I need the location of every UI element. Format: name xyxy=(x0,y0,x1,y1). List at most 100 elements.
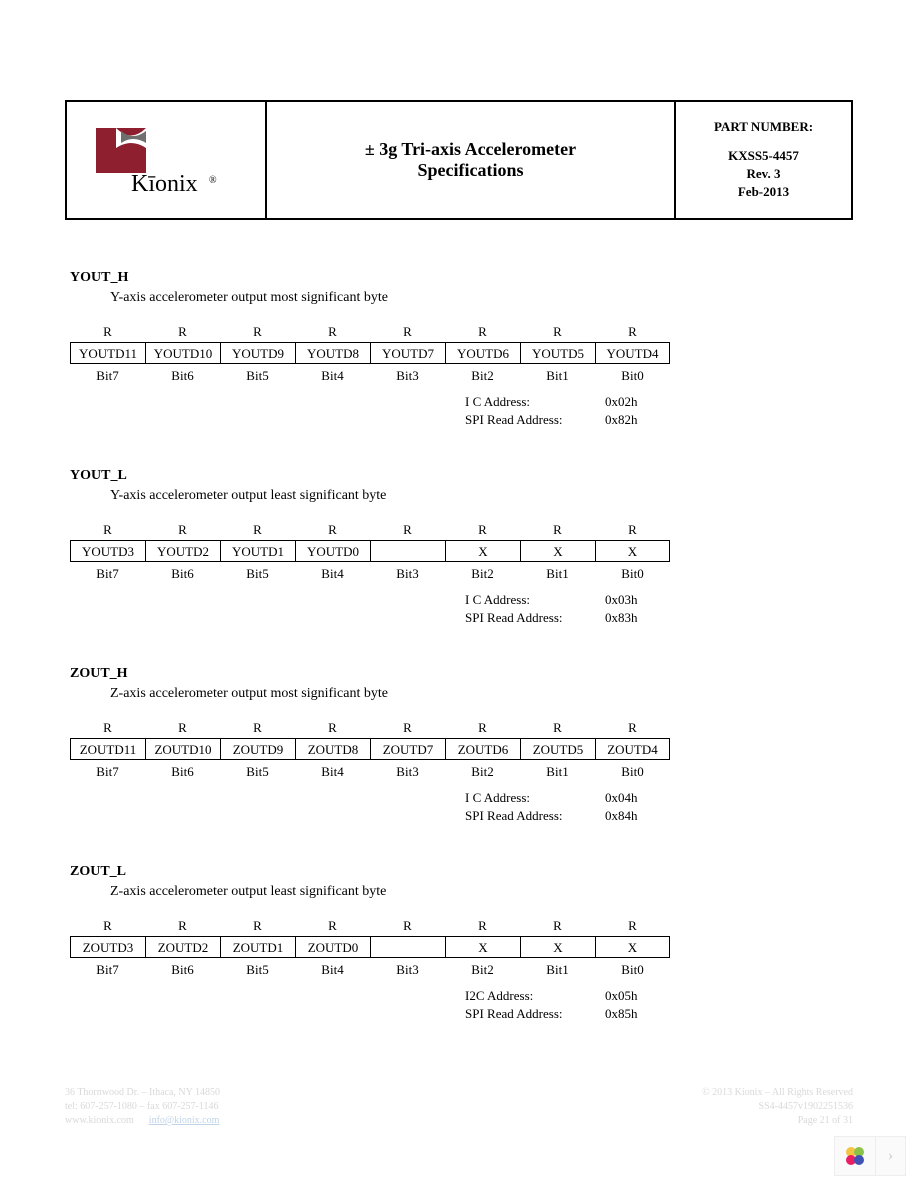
bit-name: YOUTD7 xyxy=(370,342,445,364)
svg-text:Kīonix: Kīonix xyxy=(131,171,198,197)
bit-name: X xyxy=(520,540,595,562)
register-desc: Y-axis accelerometer output most signifi… xyxy=(110,290,853,306)
register-desc: Z-axis accelerometer output most signifi… xyxy=(110,686,853,702)
footer-email-link[interactable]: info@kionix.com xyxy=(149,1115,220,1126)
bit-rw: R xyxy=(370,720,445,738)
footer-addr: 36 Thornwood Dr. – Ithaca, NY 14850 xyxy=(65,1086,220,1100)
i2c-addr-label: I2C Address: xyxy=(465,988,595,1004)
spi-addr-val: 0x82h xyxy=(605,412,638,428)
footer-phone: tel: 607-257-1080 – fax 607-257-1146 xyxy=(65,1100,220,1114)
bit-name xyxy=(370,540,445,562)
footer-www: www.kionix.com xyxy=(65,1115,134,1126)
bit-name: ZOUTD7 xyxy=(370,738,445,760)
bit-name: YOUTD11 xyxy=(70,342,145,364)
bit-label: Bit4 xyxy=(295,562,370,582)
bit-rw: R xyxy=(220,918,295,936)
spi-addr-label: SPI Read Address: xyxy=(465,610,595,626)
bit-name: YOUTD2 xyxy=(145,540,220,562)
footer-copyright: © 2013 Kionix – All Rights Reserved xyxy=(702,1086,853,1100)
partnum-cell: PART NUMBER: KXSS5-4457 Rev. 3 Feb-2013 xyxy=(676,102,851,218)
bit-name: YOUTD8 xyxy=(295,342,370,364)
i2c-addr-val: 0x02h xyxy=(605,394,638,410)
bit-rw: R xyxy=(70,918,145,936)
bit-rw: R xyxy=(520,324,595,342)
date: Feb-2013 xyxy=(738,184,789,200)
kionix-logo-icon: Kīonix ® xyxy=(91,123,241,198)
register-block: YOUT_LY-axis accelerometer output least … xyxy=(65,468,853,626)
bit-name: ZOUTD6 xyxy=(445,738,520,760)
register-block: ZOUT_HZ-axis accelerometer output most s… xyxy=(65,666,853,824)
bit-rw: R xyxy=(445,720,520,738)
bit-label: Bit2 xyxy=(445,364,520,384)
footer-right: © 2013 Kionix – All Rights Reserved SS4-… xyxy=(702,1086,853,1128)
register-name: YOUT_H xyxy=(70,270,853,286)
bit-name: ZOUTD5 xyxy=(520,738,595,760)
bit-label: Bit2 xyxy=(445,562,520,582)
bit-name: X xyxy=(445,936,520,958)
bit-name: YOUTD6 xyxy=(445,342,520,364)
bit-label: Bit0 xyxy=(595,364,670,384)
bit-label: Bit4 xyxy=(295,364,370,384)
rev: Rev. 3 xyxy=(747,166,781,182)
title-cell: ± 3g Tri-axis Accelerometer Specificatio… xyxy=(267,102,676,218)
bit-label: Bit6 xyxy=(145,760,220,780)
bit-rw: R xyxy=(520,522,595,540)
bit-label: Bit0 xyxy=(595,958,670,978)
bit-name: ZOUTD11 xyxy=(70,738,145,760)
i2c-addr-val: 0x03h xyxy=(605,592,638,608)
register-desc: Y-axis accelerometer output least signif… xyxy=(110,488,853,504)
bit-rw: R xyxy=(295,522,370,540)
bit-name: X xyxy=(595,540,670,562)
i2c-addr-val: 0x05h xyxy=(605,988,638,1004)
bit-rw: R xyxy=(220,324,295,342)
bit-name: YOUTD4 xyxy=(595,342,670,364)
bit-rw: R xyxy=(595,720,670,738)
register-desc: Z-axis accelerometer output least signif… xyxy=(110,884,853,900)
bit-label: Bit4 xyxy=(295,760,370,780)
spi-addr-label: SPI Read Address: xyxy=(465,412,595,428)
bit-name: YOUTD9 xyxy=(220,342,295,364)
bit-rw: R xyxy=(595,324,670,342)
bit-name: YOUTD0 xyxy=(295,540,370,562)
bit-label: Bit3 xyxy=(370,958,445,978)
register-name: ZOUT_L xyxy=(70,864,853,880)
bit-rw: R xyxy=(595,918,670,936)
logo-cell: Kīonix ® xyxy=(67,102,267,218)
bit-label: Bit0 xyxy=(595,562,670,582)
title-line1: ± 3g Tri-axis Accelerometer xyxy=(365,139,576,160)
i2c-addr-val: 0x04h xyxy=(605,790,638,806)
bit-label: Bit2 xyxy=(445,958,520,978)
bit-name: X xyxy=(445,540,520,562)
bit-name: X xyxy=(595,936,670,958)
bit-label: Bit1 xyxy=(520,958,595,978)
bit-rw: R xyxy=(520,720,595,738)
bit-label: Bit7 xyxy=(70,562,145,582)
corner-next-icon[interactable]: › xyxy=(875,1136,905,1176)
bit-label: Bit6 xyxy=(145,364,220,384)
footer-page: Page 21 of 31 xyxy=(702,1114,853,1128)
i2c-addr-label: I C Address: xyxy=(465,394,595,410)
corner-widget[interactable]: › xyxy=(834,1136,906,1176)
bit-name: YOUTD5 xyxy=(520,342,595,364)
bit-rw: R xyxy=(445,324,520,342)
i2c-addr-label: I C Address: xyxy=(465,790,595,806)
spi-addr-val: 0x84h xyxy=(605,808,638,824)
bit-rw: R xyxy=(220,522,295,540)
bit-label: Bit0 xyxy=(595,760,670,780)
bit-rw: R xyxy=(445,918,520,936)
spi-addr-label: SPI Read Address: xyxy=(465,1006,595,1022)
bit-label: Bit7 xyxy=(70,364,145,384)
bit-label: Bit3 xyxy=(370,562,445,582)
bit-rw: R xyxy=(520,918,595,936)
bit-name: ZOUTD1 xyxy=(220,936,295,958)
footer-left: 36 Thornwood Dr. – Ithaca, NY 14850 tel:… xyxy=(65,1086,220,1128)
bit-label: Bit7 xyxy=(70,760,145,780)
footer-docid: SS4-4457v1902251536 xyxy=(702,1100,853,1114)
bit-name: YOUTD10 xyxy=(145,342,220,364)
bit-label: Bit7 xyxy=(70,958,145,978)
bit-label: Bit6 xyxy=(145,562,220,582)
bit-name: ZOUTD9 xyxy=(220,738,295,760)
bit-name: ZOUTD10 xyxy=(145,738,220,760)
bit-rw: R xyxy=(70,720,145,738)
corner-flower-icon xyxy=(835,1136,875,1176)
